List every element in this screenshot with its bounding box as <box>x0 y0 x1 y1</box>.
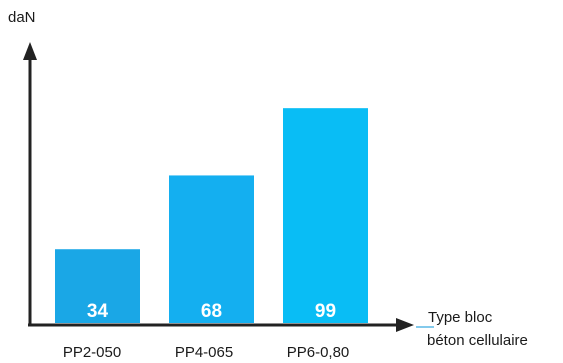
x-axis-arrow-icon <box>396 318 414 332</box>
bar-value-label: 34 <box>87 301 109 322</box>
x-tick-label: PP6-0,80 <box>287 344 350 361</box>
y-axis-label: daN <box>8 9 36 26</box>
bar-pp4-065 <box>169 175 254 323</box>
x-tick-label: PP4-065 <box>175 344 233 361</box>
bar-value-label: 99 <box>315 301 336 322</box>
x-axis-label-line-2: béton cellulaire <box>427 332 528 349</box>
x-tick-label: PP2-050 <box>63 344 121 361</box>
y-axis-arrow-icon <box>23 42 37 60</box>
x-axis-label-line-1: Type bloc <box>428 309 493 326</box>
bar-pp2-050 <box>55 249 140 323</box>
bars-group: 34 PP2-050 68 PP4-065 99 PP6-0,80 <box>55 108 368 361</box>
bar-value-label: 68 <box>201 301 222 322</box>
bar-pp6-0-80 <box>283 108 368 323</box>
